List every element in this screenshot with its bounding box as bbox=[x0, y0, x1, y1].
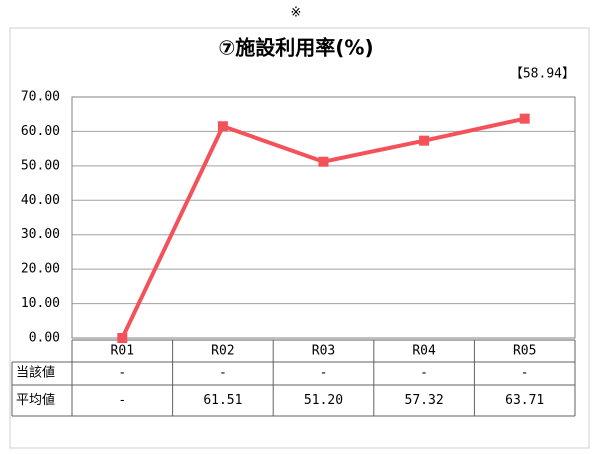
y-tick-label: 70.00 bbox=[21, 90, 60, 105]
y-tick-label: 50.00 bbox=[21, 158, 60, 173]
y-tick-label: 0.00 bbox=[29, 331, 60, 346]
data-label: - bbox=[118, 366, 126, 381]
y-tick-label: 10.00 bbox=[21, 296, 60, 311]
marker bbox=[318, 156, 329, 167]
y-tick-label: 20.00 bbox=[21, 262, 60, 277]
x-tick-label: R03 bbox=[312, 344, 335, 359]
data-label: 63.71 bbox=[505, 393, 544, 408]
data-label: - bbox=[118, 393, 126, 408]
chart-title: ⑦施設利用率(%) bbox=[218, 36, 373, 60]
y-tick-label: 40.00 bbox=[21, 193, 60, 208]
legend-label: 平均値 bbox=[16, 392, 55, 408]
x-tick-label: R02 bbox=[211, 344, 234, 359]
marker bbox=[519, 113, 530, 124]
y-tick-label: 60.00 bbox=[21, 124, 60, 139]
data-label: 51.20 bbox=[304, 393, 343, 408]
marker bbox=[217, 121, 228, 132]
data-label: - bbox=[219, 366, 227, 381]
line bbox=[120, 116, 526, 339]
note: ※ bbox=[291, 6, 302, 21]
data-label: 57.32 bbox=[405, 393, 444, 408]
plot-frame bbox=[71, 96, 576, 339]
x-tick-label: R05 bbox=[513, 344, 536, 359]
marker bbox=[419, 135, 430, 146]
data-label: - bbox=[420, 366, 428, 381]
x-tick-label: R04 bbox=[412, 344, 436, 359]
y-tick-label: 30.00 bbox=[21, 227, 60, 242]
data-label: - bbox=[320, 366, 328, 381]
annotation: 【58.94】 bbox=[510, 67, 575, 82]
chart-frame bbox=[9, 27, 590, 449]
marker bbox=[117, 333, 128, 343]
legend-label: 当該値 bbox=[16, 365, 55, 381]
x-tick-label: R01 bbox=[111, 344, 134, 359]
data-label: 61.51 bbox=[203, 393, 242, 408]
data-label: - bbox=[521, 366, 529, 381]
